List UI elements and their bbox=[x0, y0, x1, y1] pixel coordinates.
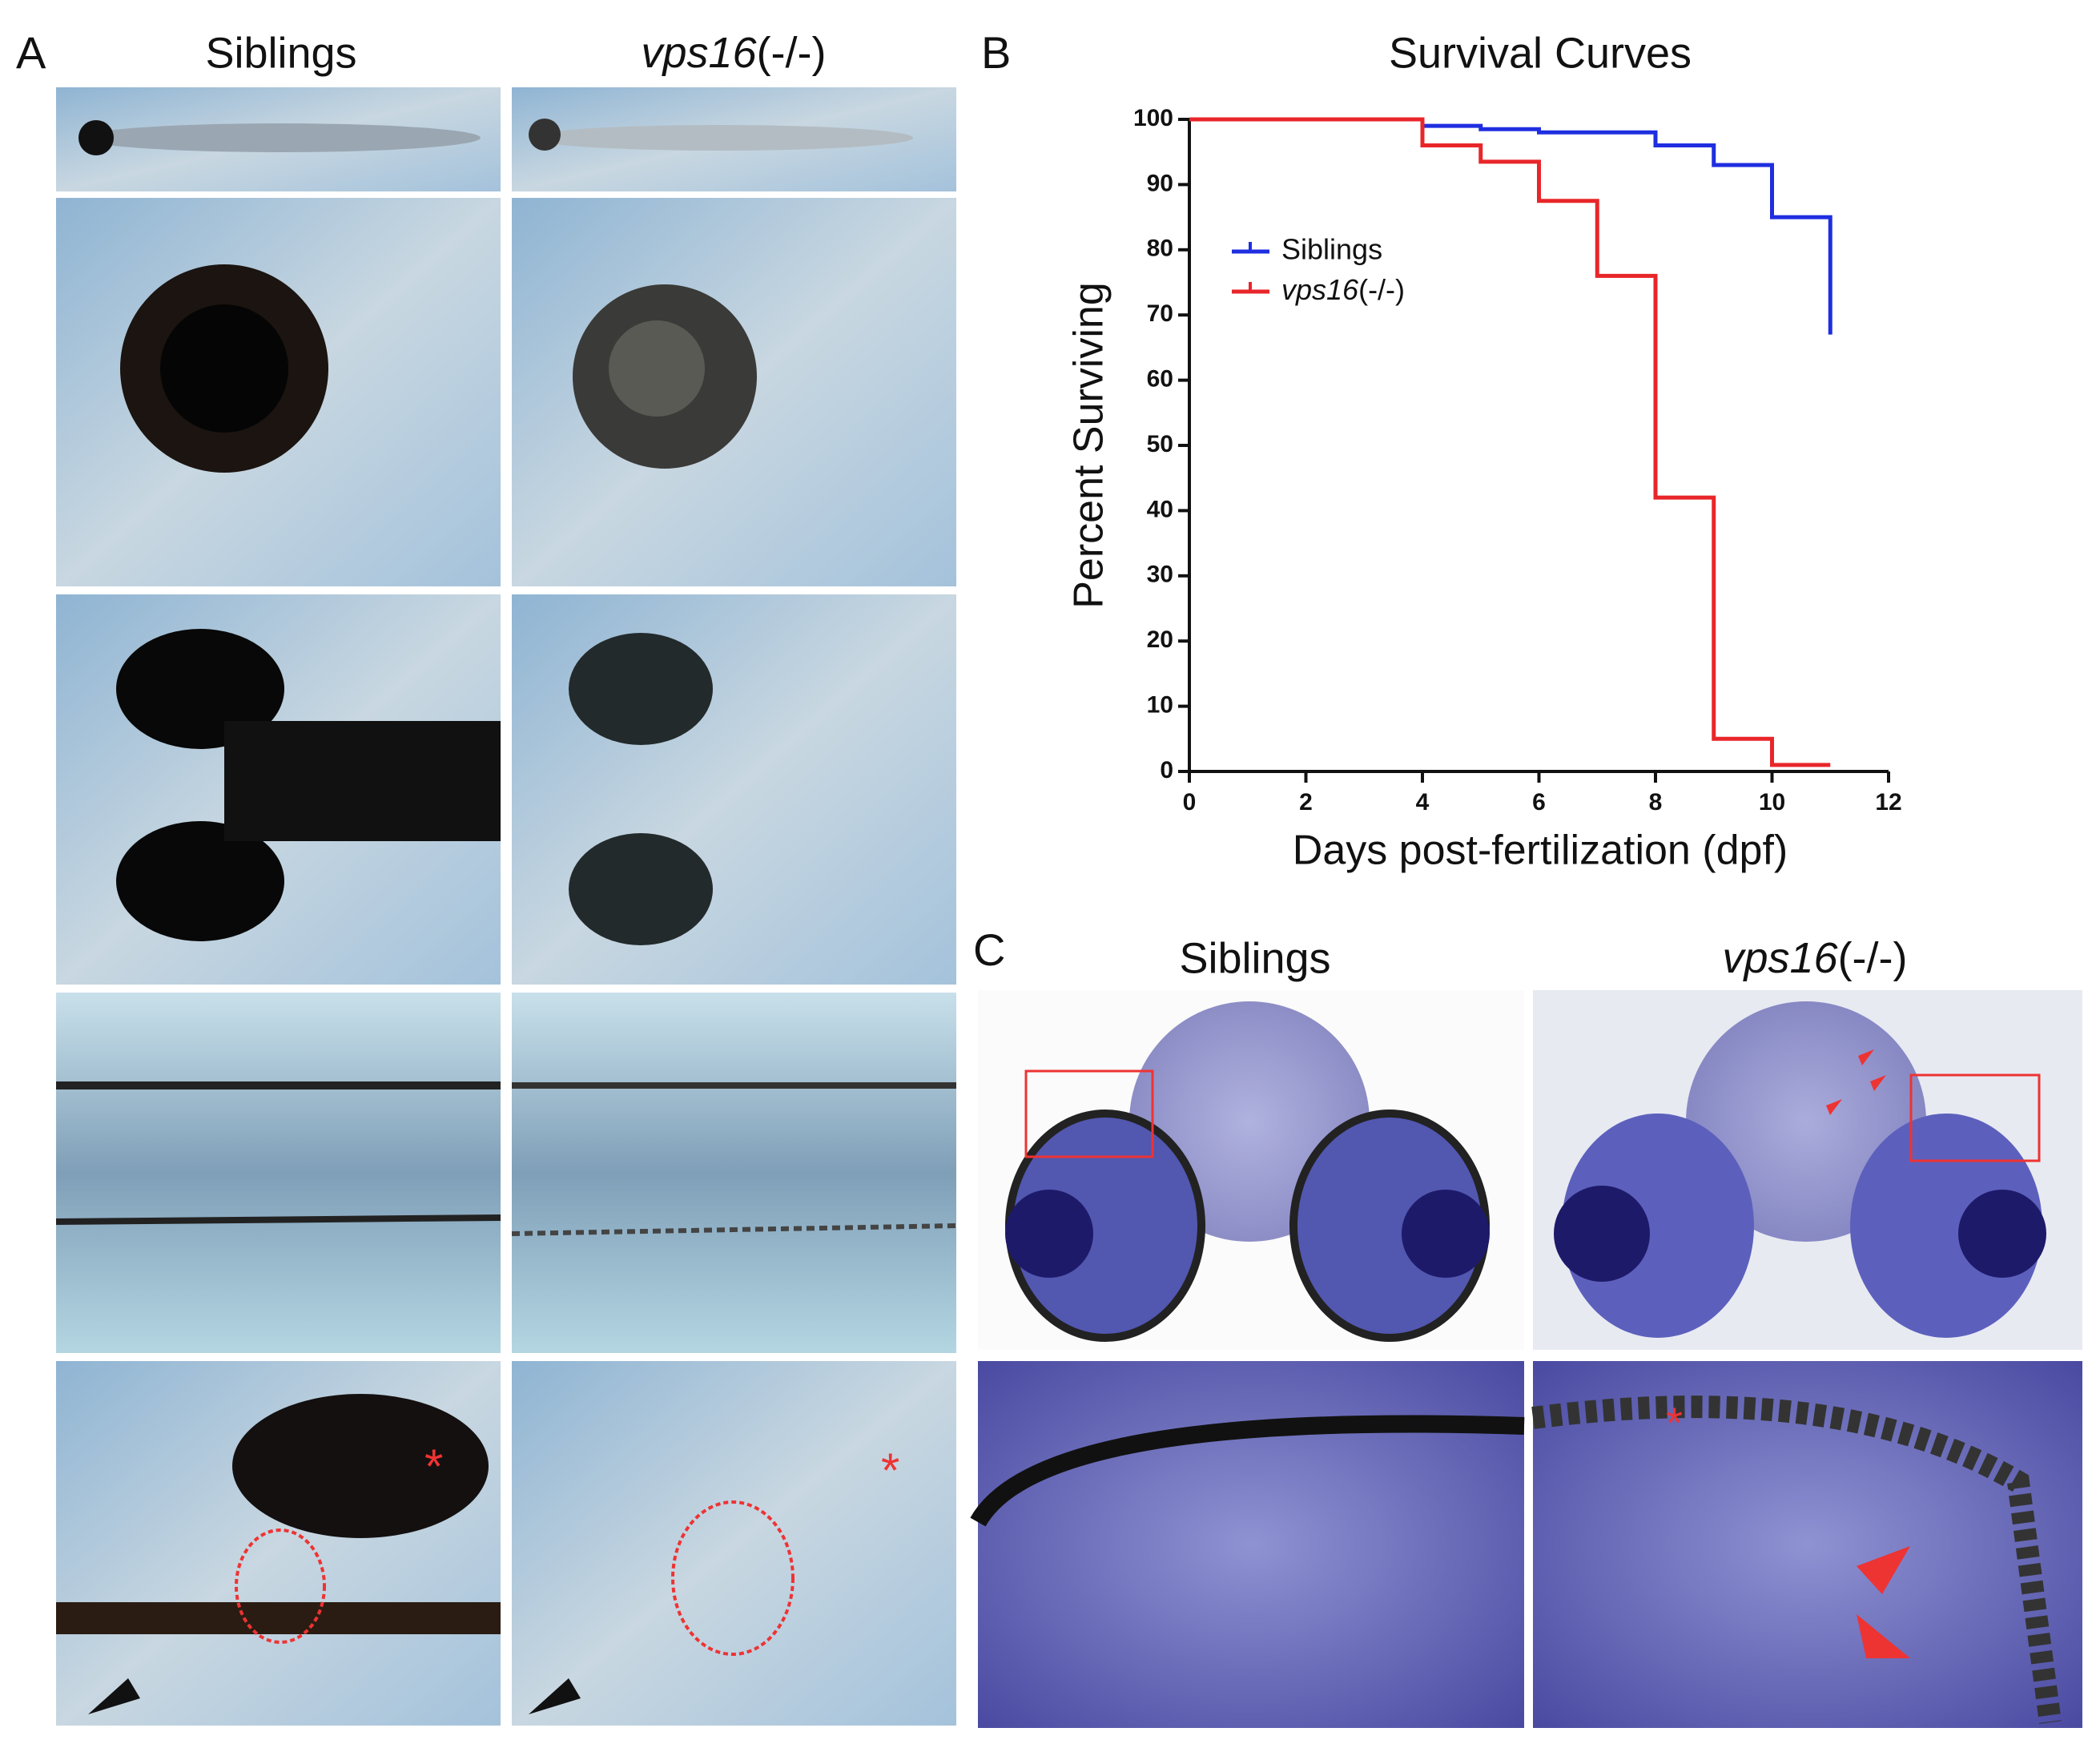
svg-text:*: * bbox=[881, 1444, 899, 1497]
y-tick-label: 70 bbox=[1147, 300, 1173, 327]
legend-label: Siblings bbox=[1281, 233, 1382, 266]
column-title: Siblings bbox=[1179, 934, 1330, 982]
x-tick-label: 0 bbox=[1183, 789, 1197, 816]
y-tick-label: 20 bbox=[1147, 626, 1173, 653]
y-tick-label: 50 bbox=[1147, 431, 1173, 457]
y-tick-label: 40 bbox=[1147, 496, 1173, 522]
panel-a-photos: * * bbox=[55, 87, 957, 1726]
y-tick-label: 30 bbox=[1147, 562, 1173, 588]
y-tick-label: 90 bbox=[1147, 170, 1173, 196]
panel-c-photos: * bbox=[970, 990, 2082, 1728]
x-tick-label: 2 bbox=[1299, 789, 1313, 816]
x-tick-label: 12 bbox=[1875, 789, 1901, 816]
panel-label: C bbox=[973, 924, 1005, 975]
y-tick-label: 60 bbox=[1147, 366, 1173, 393]
column-title: vps16(-/-) bbox=[1722, 934, 1907, 982]
x-tick-label: 6 bbox=[1532, 789, 1546, 816]
y-tick-label: 0 bbox=[1160, 757, 1173, 783]
y-tick-label: 80 bbox=[1147, 236, 1173, 262]
legend-label: vps16(-/-) bbox=[1281, 273, 1405, 306]
x-tick-label: 10 bbox=[1759, 789, 1785, 816]
x-tick-label: 8 bbox=[1649, 789, 1663, 816]
y-axis-label: Percent Surviving bbox=[1066, 282, 1112, 609]
y-tick-label: 10 bbox=[1147, 692, 1173, 719]
y-tick-label: 100 bbox=[1133, 105, 1173, 131]
svg-text:*: * bbox=[424, 1440, 443, 1493]
panel-label: A bbox=[16, 27, 46, 78]
chart-title: Survival Curves bbox=[1389, 29, 1692, 77]
column-title: Siblings bbox=[205, 29, 356, 77]
x-tick-label: 4 bbox=[1416, 789, 1430, 816]
survival-line bbox=[1189, 117, 1832, 335]
survival-line bbox=[1189, 117, 1831, 767]
svg-text:*: * bbox=[1666, 1399, 1683, 1447]
panel-label: B bbox=[981, 27, 1011, 78]
x-axis-label: Days post-fertilization (dpf) bbox=[1293, 828, 1788, 874]
column-title: vps16(-/-) bbox=[641, 29, 826, 77]
